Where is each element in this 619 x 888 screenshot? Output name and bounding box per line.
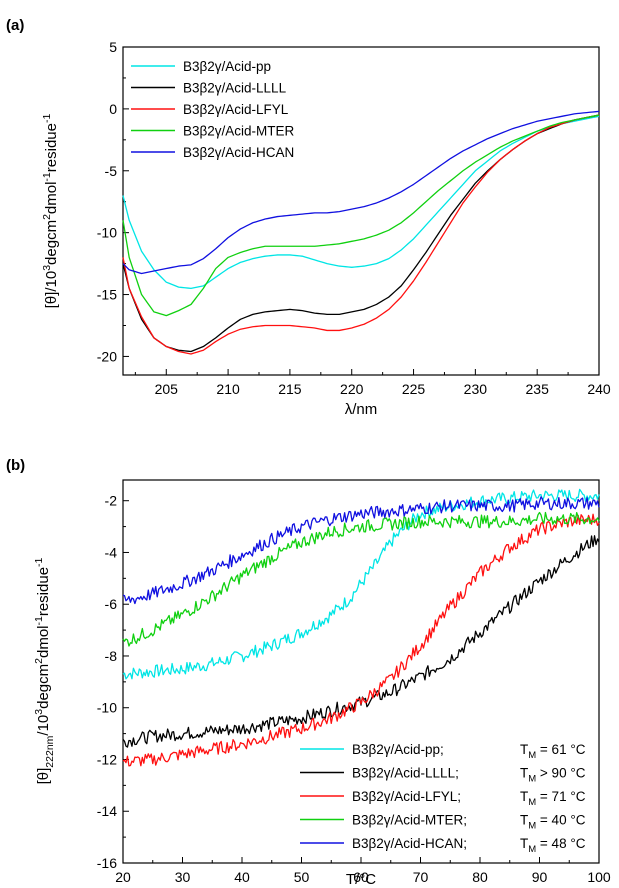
x-tick-label: 210: [216, 381, 240, 397]
panel-a-legend: B3β2γ/Acid-pp B3β2γ/Acid-LLLL B3β2γ/Acid-L…: [131, 59, 295, 160]
legend-entry: B3β2γ/Acid-LLLL;: [352, 766, 459, 781]
panel-b-ticks: 20 30 40 50 60 70 80 90 100 -2 -4 -6 -8 -10 -12 -14 -16: [97, 493, 611, 885]
y-tick-label: -2: [105, 493, 118, 509]
y-tick-label: -20: [97, 348, 117, 364]
legend-entry: B3β2γ/Acid-LFYL: [183, 102, 289, 117]
legend-entry: B3β2γ/Acid-pp: [183, 59, 271, 74]
legend-tm-value: TM = 48 °C: [520, 836, 586, 855]
legend-entry: B3β2γ/Acid-LFYL;: [352, 789, 461, 804]
legend-tm-value: TM = 71 °C: [520, 789, 586, 808]
x-tick-label: 20: [115, 869, 131, 885]
x-tick-label: 230: [464, 381, 488, 397]
series-line: [122, 114, 600, 355]
y-tick-label: -4: [105, 544, 118, 560]
panel-b-plot-area: [122, 488, 600, 767]
panel-a-frame: [122, 46, 600, 376]
y-tick-label: -5: [105, 163, 118, 179]
legend-entry: B3β2γ/Acid-MTER;: [352, 813, 467, 828]
legend-entry: B3β2γ/Acid-HCAN: [183, 145, 294, 160]
panel-a-y-axis-title: [θ]/103degcm2dmol-1residue-1: [41, 114, 60, 309]
panel-b-y-axis-title: [θ]222nm/103degcm2dmol-1residue-1: [33, 557, 56, 784]
legend-entry: B3β2γ/Acid-pp;: [352, 742, 444, 757]
series-line: [122, 513, 600, 767]
y-tick-label: -16: [97, 855, 117, 871]
series-line: [122, 535, 600, 748]
series-line: [122, 115, 600, 290]
series-line: [122, 511, 600, 647]
panel-a-plot-area: [122, 110, 600, 355]
x-tick-label: 40: [234, 869, 250, 885]
x-tick-label: 60: [353, 869, 369, 885]
x-tick-label: 215: [278, 381, 302, 397]
y-tick-label: -10: [97, 225, 117, 241]
panel-b: (b) 20 30 40 50 60 70 80 90 100 -2 -4 -6 -8 -10 -12 -14…: [6, 457, 611, 888]
y-tick-label: -15: [97, 287, 117, 303]
panel-b-label: (b): [6, 457, 25, 474]
legend-tm-value: TM = 61 °C: [520, 742, 586, 761]
x-tick-label: 225: [402, 381, 426, 397]
y-tick-label: 5: [109, 39, 117, 55]
panel-a-ticks: 205 210 215 220 225 230 235 240 5 0 -5 -10 -15 -20: [97, 39, 611, 397]
panel-a-label: (a): [6, 17, 24, 34]
x-tick-label: 235: [526, 381, 550, 397]
y-tick-label: -14: [97, 803, 117, 819]
x-tick-label: 80: [472, 869, 488, 885]
x-tick-label: 205: [155, 381, 179, 397]
panel-a-x-axis-title: λ/nm: [345, 401, 378, 418]
panel-b-legend: B3β2γ/Acid-pp; TM = 61 °C B3β2γ/Acid-LLLL;…: [300, 742, 586, 855]
y-tick-label: 0: [109, 101, 117, 117]
legend-entry: B3β2γ/Acid-MTER: [183, 124, 295, 139]
legend-tm-value: TM > 90 °C: [520, 766, 586, 785]
x-tick-label: 70: [413, 869, 429, 885]
series-line: [122, 488, 600, 680]
x-tick-label: 240: [587, 381, 611, 397]
legend-tm-value: TM = 40 °C: [520, 813, 586, 832]
y-tick-label: -10: [97, 700, 117, 716]
legend-entry: B3β2γ/Acid-HCAN;: [352, 836, 467, 851]
series-line: [122, 110, 600, 275]
panel-a: (a) 205 210 215 220 225 230 235 240 5 0 -5 -10 -15 -2…: [6, 17, 611, 418]
series-line: [122, 114, 600, 317]
y-tick-label: -12: [97, 751, 117, 767]
panel-b-x-axis-title: T/°C: [346, 871, 376, 888]
x-tick-label: 30: [175, 869, 191, 885]
y-tick-label: -6: [105, 596, 118, 612]
y-tick-label: -8: [105, 648, 118, 664]
x-tick-label: 220: [340, 381, 364, 397]
x-tick-label: 90: [532, 869, 548, 885]
x-tick-label: 50: [294, 869, 310, 885]
x-tick-label: 100: [587, 869, 611, 885]
series-line: [122, 496, 600, 605]
legend-entry: B3β2γ/Acid-LLLL: [183, 81, 287, 96]
